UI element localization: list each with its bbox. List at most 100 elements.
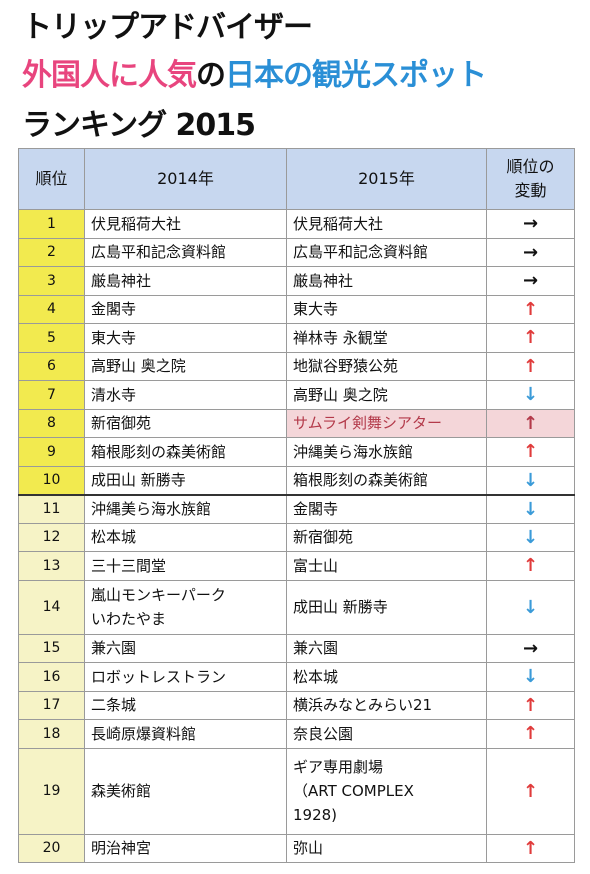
rank-cell: 1	[18, 209, 85, 239]
rank-cell: 11	[18, 493, 85, 524]
table-row: 18 長崎原爆資料館 奈良公園 ↑	[18, 719, 575, 749]
table-row: 5 東大寺 禅林寺 永観堂 ↑	[18, 323, 575, 353]
header-2014: 2014年	[84, 148, 287, 210]
table-row: 13 三十三間堂 富士山 ↑	[18, 551, 575, 581]
spot-2014-cell: 伏見稲荷大社	[84, 209, 287, 239]
spot-2015-cell: サムライ剣舞シアター	[286, 408, 487, 438]
spot-2015-cell: 地獄谷野猿公苑	[286, 351, 487, 381]
rank-cell: 4	[18, 294, 85, 324]
table-row: 1 伏見稲荷大社 伏見稲荷大社 →	[18, 209, 575, 239]
rank-cell: 5	[18, 323, 85, 353]
table-row: 19 森美術館 ギア専用劇場 （ART COMPLEX 1928) ↑	[18, 747, 575, 835]
table-row: 9 箱根彫刻の森美術館 沖縄美ら海水族館 ↑	[18, 437, 575, 467]
spot-2015-cell: 弥山	[286, 833, 487, 863]
table-row: 10 成田山 新勝寺 箱根彫刻の森美術館 ↓	[18, 465, 575, 495]
change-up-arrow-icon: ↑	[486, 719, 575, 749]
spot-2015-cell: 富士山	[286, 551, 487, 581]
change-down-arrow-icon: ↓	[486, 522, 575, 552]
header-change: 順位の 変動	[486, 148, 575, 210]
title-line-2: 外国人に人気の日本の観光スポット	[22, 50, 487, 94]
spot-2015-cell: 新宿御苑	[286, 522, 487, 552]
change-flat-arrow-icon: →	[486, 633, 575, 663]
spot-2014-cell: 広島平和記念資料館	[84, 237, 287, 267]
table-row: 20 明治神宮 弥山 ↑	[18, 833, 575, 863]
spot-2015-cell: 成田山 新勝寺	[286, 579, 487, 635]
change-flat-arrow-icon: →	[486, 209, 575, 239]
table-row: 14 嵐山モンキーパーク いわたやま 成田山 新勝寺 ↓	[18, 579, 575, 635]
header-2015: 2015年	[286, 148, 487, 210]
spot-2014-cell: 二条城	[84, 690, 287, 720]
rank-cell: 2	[18, 237, 85, 267]
change-down-arrow-icon: ↓	[486, 579, 575, 635]
rank-cell: 9	[18, 437, 85, 467]
spot-2014-cell: ロボットレストラン	[84, 662, 287, 692]
spot-2014-cell: 新宿御苑	[84, 408, 287, 438]
title-line-2-segment: 外国人に人気	[22, 58, 197, 93]
rank-cell: 6	[18, 351, 85, 381]
spot-2015-cell: 広島平和記念資料館	[286, 237, 487, 267]
change-up-arrow-icon: ↑	[486, 294, 575, 324]
spot-2015-cell: 兼六園	[286, 633, 487, 663]
table-row: 16 ロボットレストラン 松本城 ↓	[18, 662, 575, 692]
title-line-3: ランキング 2015	[22, 108, 256, 143]
change-up-arrow-icon: ↑	[486, 690, 575, 720]
spot-2014-cell: 東大寺	[84, 323, 287, 353]
rank-cell: 20	[18, 833, 85, 863]
rank-cell: 14	[18, 579, 85, 635]
title-line-2-segment: 日本の観光スポット	[225, 58, 487, 93]
change-down-arrow-icon: ↓	[486, 465, 575, 495]
table-row: 8 新宿御苑 サムライ剣舞シアター ↑	[18, 408, 575, 438]
change-up-arrow-icon: ↑	[486, 408, 575, 438]
header-rank: 順位	[18, 148, 85, 210]
spot-2014-cell: 厳島神社	[84, 266, 287, 296]
table-row: 15 兼六園 兼六園 →	[18, 633, 575, 663]
rank-cell: 10	[18, 465, 85, 495]
spot-2014-cell: 清水寺	[84, 380, 287, 410]
spot-2015-cell: 沖縄美ら海水族館	[286, 437, 487, 467]
change-up-arrow-icon: ↑	[486, 833, 575, 863]
spot-2015-cell: 松本城	[286, 662, 487, 692]
spot-2015-cell: 金閣寺	[286, 493, 487, 524]
spot-2015-cell: 奈良公園	[286, 719, 487, 749]
change-down-arrow-icon: ↓	[486, 493, 575, 524]
spot-2014-cell: 長崎原爆資料館	[84, 719, 287, 749]
table-body: 1 伏見稲荷大社 伏見稲荷大社 → 2 広島平和記念資料館 広島平和記念資料館 → 3 厳島神社厳…	[18, 209, 575, 863]
spot-2015-cell: 東大寺	[286, 294, 487, 324]
spot-2015-cell: 高野山 奥之院	[286, 380, 487, 410]
rank-cell: 7	[18, 380, 85, 410]
title-line-2-segment: の	[196, 58, 226, 93]
rank-cell: 17	[18, 690, 85, 720]
spot-2014-cell: 兼六園	[84, 633, 287, 663]
rank-cell: 18	[18, 719, 85, 749]
rank-cell: 13	[18, 551, 85, 581]
table-row: 3 厳島神社 厳島神社 →	[18, 266, 575, 296]
spot-2015-cell: 伏見稲荷大社	[286, 209, 487, 239]
title-line-1: トリップアドバイザー	[22, 10, 313, 45]
change-up-arrow-icon: ↑	[486, 437, 575, 467]
table-row: 17 二条城 横浜みなとみらい21 ↑	[18, 690, 575, 720]
table-header-row: 順位 2014年 2015年 順位の 変動	[18, 148, 575, 210]
change-down-arrow-icon: ↓	[486, 380, 575, 410]
ranking-table: 順位 2014年 2015年 順位の 変動 1 伏見稲荷大社 伏見稲荷大社 → 2 広島平和…	[18, 148, 575, 863]
spot-2014-cell: 箱根彫刻の森美術館	[84, 437, 287, 467]
rank-cell: 19	[18, 747, 85, 835]
rank-cell: 15	[18, 633, 85, 663]
spot-2014-cell: 沖縄美ら海水族館	[84, 493, 287, 524]
spot-2014-cell: 成田山 新勝寺	[84, 465, 287, 495]
change-up-arrow-icon: ↑	[486, 747, 575, 835]
table-row: 6 高野山 奥之院 地獄谷野猿公苑 ↑	[18, 351, 575, 381]
spot-2014-cell: 明治神宮	[84, 833, 287, 863]
table-row: 12 松本城 新宿御苑 ↓	[18, 522, 575, 552]
table-row: 2 広島平和記念資料館 広島平和記念資料館 →	[18, 237, 575, 267]
change-up-arrow-icon: ↑	[486, 351, 575, 381]
rank-cell: 12	[18, 522, 85, 552]
spot-2014-cell: 金閣寺	[84, 294, 287, 324]
spot-2015-cell: 厳島神社	[286, 266, 487, 296]
rank-cell: 8	[18, 408, 85, 438]
change-up-arrow-icon: ↑	[486, 551, 575, 581]
spot-2015-cell: 禅林寺 永観堂	[286, 323, 487, 353]
spot-2014-cell: 嵐山モンキーパーク いわたやま	[84, 579, 287, 635]
table-row: 11 沖縄美ら海水族館 金閣寺 ↓	[18, 493, 575, 524]
change-up-arrow-icon: ↑	[486, 323, 575, 353]
spot-2014-cell: 三十三間堂	[84, 551, 287, 581]
